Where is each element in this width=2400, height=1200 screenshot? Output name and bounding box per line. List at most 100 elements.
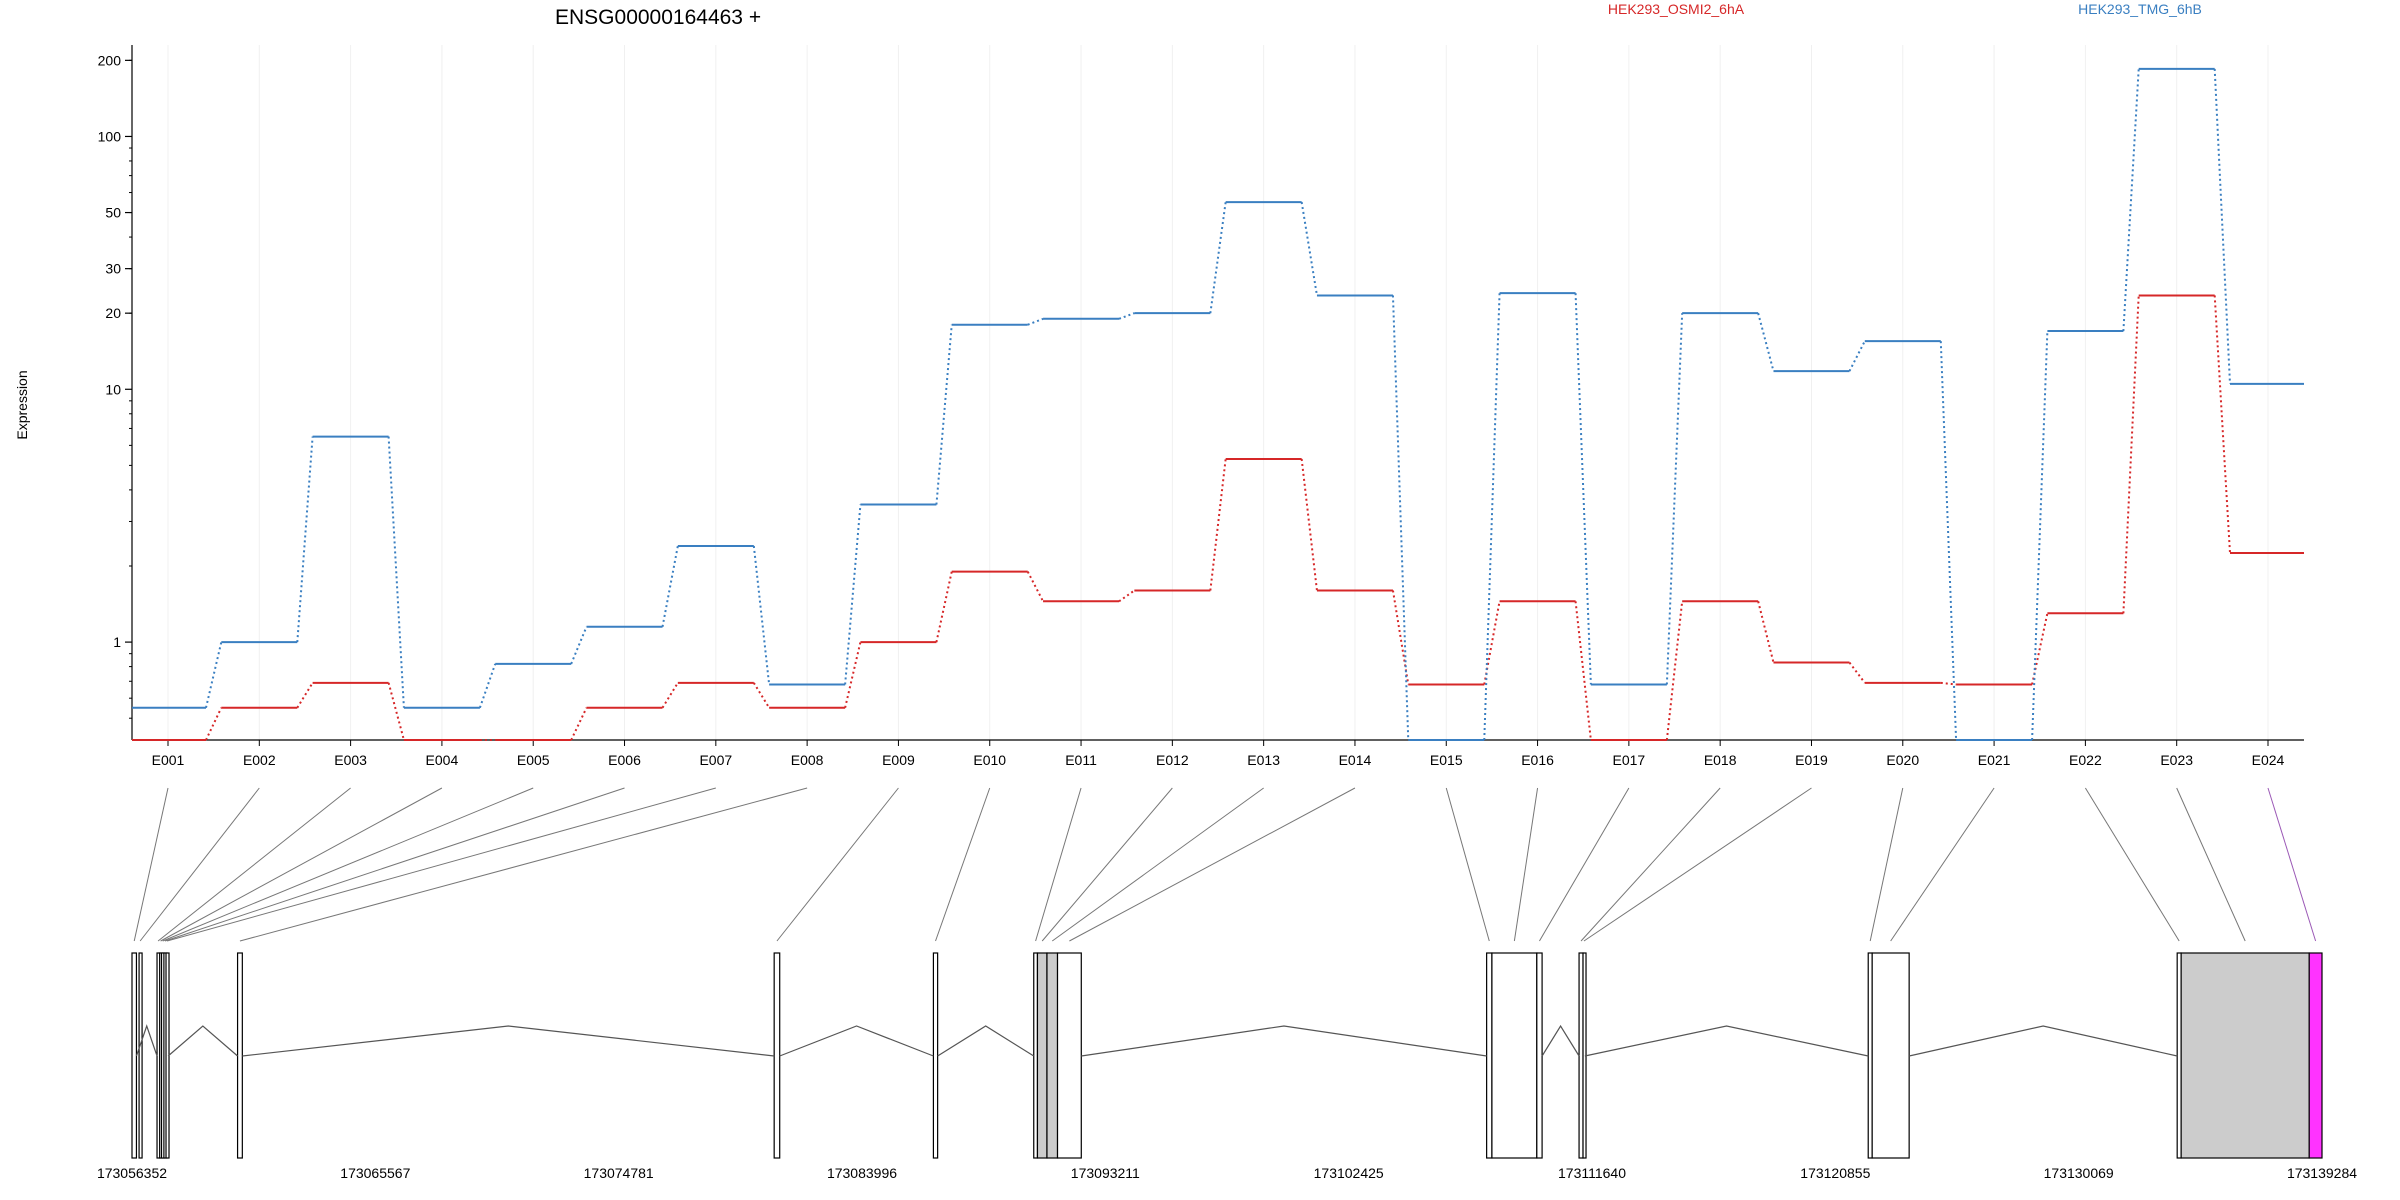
connector-e016 xyxy=(1513,787,1539,942)
x-tick-label-e021: E021 xyxy=(1978,752,2011,768)
exon-box-e009 xyxy=(773,952,781,1159)
series-2-ramp xyxy=(387,436,405,708)
connector-e001 xyxy=(133,787,169,942)
x-tick-label-e014: E014 xyxy=(1339,752,1372,768)
x-tick-label-e011: E011 xyxy=(1065,752,1097,768)
vertical-grid xyxy=(167,45,2269,740)
y-tick-label: 10 xyxy=(105,381,121,397)
intron-line-4 xyxy=(779,1025,934,1057)
connector-e008 xyxy=(239,787,808,942)
x-tick-label-e012: E012 xyxy=(1156,752,1189,768)
series-1-ramp xyxy=(1483,601,1501,685)
exon-box-e016 xyxy=(1491,952,1538,1159)
series-2-ramp xyxy=(1574,293,1592,685)
chart-title: ENSG00000164463 + xyxy=(555,6,761,29)
x-tick-label-e002: E002 xyxy=(243,752,276,768)
series-1-ramp xyxy=(1848,661,1866,684)
connector-e002 xyxy=(139,787,260,942)
series-2-ramp xyxy=(478,663,497,709)
connector-e013 xyxy=(1051,787,1264,942)
exon-box-e002 xyxy=(138,952,143,1159)
expression-lines xyxy=(132,67,2304,741)
connector-e007 xyxy=(166,787,716,942)
y-tick-label: 1 xyxy=(113,634,121,650)
coordinate-label: 173074781 xyxy=(584,1165,654,1181)
x-tick-label-e016: E016 xyxy=(1521,752,1554,768)
x-tick-label-e017: E017 xyxy=(1613,752,1646,768)
series-1-ramp xyxy=(570,707,588,741)
connector-e022 xyxy=(2084,787,2180,942)
x-tick-label-e015: E015 xyxy=(1430,752,1463,768)
coordinate-label: 173093211 xyxy=(1071,1165,1140,1181)
series-1-ramp xyxy=(387,682,405,741)
connector-e010 xyxy=(935,787,991,942)
chart-text: ENSG00000164463 + Expression HEK293_OSMI… xyxy=(14,1,2202,440)
connector-e012 xyxy=(1041,787,1173,942)
series-2-ramp xyxy=(844,504,862,685)
series-1-ramp xyxy=(1665,601,1684,741)
legend-series-2: HEK293_TMG_6hB xyxy=(2078,1,2202,17)
intron-line-3 xyxy=(242,1025,775,1057)
series-2-ramp xyxy=(2031,330,2049,741)
series-2-ramp xyxy=(2122,68,2140,332)
intron-line-7 xyxy=(1541,1024,1580,1057)
x-tick-label-e022: E022 xyxy=(2069,752,2102,768)
coordinate-label: 173083996 xyxy=(827,1165,897,1181)
legend-series-1: HEK293_OSMI2_6hA xyxy=(1608,1,1745,17)
series-1-ramp xyxy=(2031,613,2049,685)
x-tick-label-e007: E007 xyxy=(699,752,732,768)
connector-e019 xyxy=(1583,787,1812,942)
series-2-ramp xyxy=(661,545,679,627)
series-2-ramp xyxy=(752,545,771,685)
connector-e003 xyxy=(157,787,351,942)
series-1-ramp xyxy=(935,571,953,643)
series-1-ramp xyxy=(661,682,679,709)
series-1-ramp xyxy=(1026,571,1044,602)
x-tick-label-e019: E019 xyxy=(1795,752,1828,768)
series-2-ramp xyxy=(1027,317,1044,326)
series-2-ramp xyxy=(1665,313,1684,685)
series-1-ramp xyxy=(1118,589,1135,603)
intron-line-9 xyxy=(1909,1025,2178,1057)
exon-connectors xyxy=(133,787,2317,942)
series-2-ramp xyxy=(1848,340,1866,372)
series-1 xyxy=(132,294,2304,741)
series-1-ramp xyxy=(752,682,770,709)
x-tick-label-e024: E024 xyxy=(2252,752,2285,768)
connector-e006 xyxy=(164,787,625,942)
x-tick-label-e020: E020 xyxy=(1886,752,1919,768)
x-tick-label-e023: E023 xyxy=(2160,752,2193,768)
coordinate-label: 173102425 xyxy=(1314,1165,1384,1181)
series-1-ramp xyxy=(1940,681,1957,686)
connector-e009 xyxy=(776,787,899,942)
series-2-ramp xyxy=(1300,201,1318,296)
series-1-ramp xyxy=(2122,295,2140,614)
y-tick-label: 20 xyxy=(105,305,121,321)
x-tick-label-e013: E013 xyxy=(1247,752,1280,768)
exon-box-e021 xyxy=(1871,952,1910,1159)
series-2-ramp xyxy=(1939,341,1958,741)
coordinate-label: 173120855 xyxy=(1800,1165,1870,1181)
x-tick-label-e010: E010 xyxy=(973,752,1006,768)
connector-e014 xyxy=(1069,787,1356,942)
x-tick-label-e005: E005 xyxy=(517,752,550,768)
connector-e005 xyxy=(162,787,534,942)
connector-e011 xyxy=(1035,787,1082,942)
connector-e015 xyxy=(1445,787,1490,942)
series-1-ramp xyxy=(844,641,862,708)
exon-box-e008 xyxy=(236,952,243,1159)
series-2 xyxy=(132,67,2304,741)
series-2-ramp xyxy=(1391,295,1410,741)
coordinate-label: 173130069 xyxy=(2044,1165,2114,1181)
exon-box-e001 xyxy=(131,952,138,1159)
exon-box-e010 xyxy=(932,952,939,1159)
series-2-ramp xyxy=(1757,312,1775,372)
x-tick-label-e008: E008 xyxy=(791,752,824,768)
x-tick-label-e003: E003 xyxy=(334,752,367,768)
gene-model: 173056352 173065567 173074781 173083996 1730… xyxy=(97,952,2357,1181)
connector-e021 xyxy=(1890,787,1995,942)
y-tick-label: 30 xyxy=(105,261,121,277)
connector-e020 xyxy=(1869,787,1904,942)
exon-box-e017 xyxy=(1536,952,1543,1159)
